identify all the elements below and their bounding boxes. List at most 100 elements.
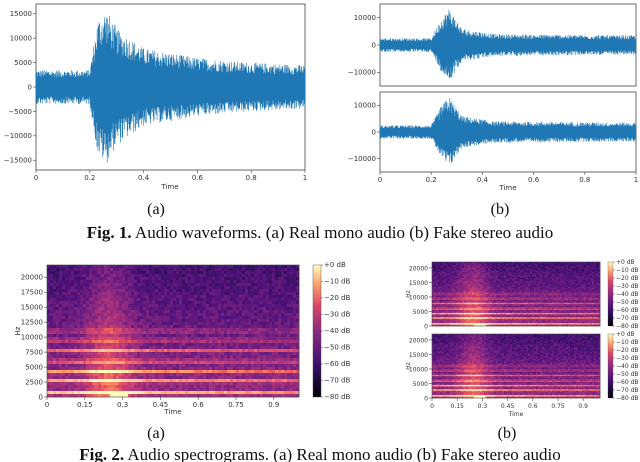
spectrogram-mono-cell	[257, 331, 261, 335]
spectrogram-mono-cell	[50, 328, 54, 332]
spectrogram-mono-cell	[260, 388, 264, 392]
spectrogram-mono-cell	[251, 289, 255, 293]
spectrogram-mono-cell	[257, 292, 261, 296]
spectrogram-mono-cell	[119, 349, 123, 353]
spectrogram-mono-cell	[269, 370, 273, 374]
spectrogram-mono-cell	[134, 355, 138, 359]
spectrogram-mono-cell	[173, 346, 177, 350]
spectrogram-mono-cell	[68, 349, 72, 353]
spectrogram-mono-cell	[260, 367, 264, 371]
spectrogram-mono-cell	[281, 352, 285, 356]
spectrogram-mono-cell	[104, 280, 108, 284]
spectrogram-mono-cell	[194, 277, 198, 281]
spectrogram-stereo-left-cell	[464, 298, 467, 301]
spectrogram-mono-cell	[263, 373, 267, 377]
spectrogram-stereo-left-cell	[462, 272, 465, 274]
spectrogram-stereo-left-cell	[452, 266, 455, 269]
spectrogram-stereo-left-cell	[474, 289, 477, 292]
spectrogram-stereo-left-cell	[446, 304, 449, 306]
spectrogram-mono-cell	[212, 367, 216, 371]
spectrogram-mono-cell	[275, 286, 279, 290]
spectrogram-mono-cell	[248, 346, 252, 350]
spectrogram-mono-cell	[248, 265, 252, 269]
spectrogram-mono-cell	[230, 289, 234, 293]
spectrogram-mono-cell	[242, 271, 246, 275]
spectrogram-stereo-left-cell	[454, 307, 457, 309]
spectrogram-mono-cell	[194, 337, 198, 341]
spectrogram-mono-cell	[62, 379, 66, 383]
spectrogram-mono-cell	[200, 289, 204, 293]
spectrogram-stereo-left-cell	[470, 315, 473, 318]
spectrogram-stereo-left-cell	[438, 273, 441, 276]
spectrogram-mono-cell	[101, 268, 105, 272]
spectrogram-mono-cell	[194, 316, 198, 320]
spectrogram-stereo-left-cell	[472, 312, 475, 315]
spectrogram-mono-cell	[296, 280, 300, 284]
spectrogram-mono-cell	[275, 367, 279, 371]
spectrogram-mono-cell	[95, 298, 99, 302]
spectrogram-mono-cell	[278, 274, 282, 278]
spectrogram-mono-cell	[155, 271, 159, 275]
spectrogram-mono-cell	[293, 292, 297, 296]
spectrogram-stereo-left-cell	[436, 314, 439, 317]
spectrogram-mono-cell	[146, 394, 150, 398]
spectrogram-stereo-left-cell	[442, 273, 445, 276]
spectrogram-mono-cell	[125, 388, 129, 392]
spectrogram-mono-cell	[293, 361, 297, 365]
spectrogram-mono-cell	[74, 286, 78, 290]
spectrogram-mono-cell	[254, 382, 258, 386]
spectrogram-stereo-left-cell	[452, 269, 455, 272]
spectrogram-mono-cell	[191, 337, 195, 341]
spectrogram-mono-cell	[248, 367, 252, 371]
spectrogram-stereo-left-cell	[474, 299, 477, 302]
spectrogram-mono-cell	[257, 307, 261, 311]
spectrogram-mono-cell	[71, 283, 75, 287]
spectrogram-mono-cell	[110, 301, 114, 305]
spectrogram-stereo-left-cell	[472, 263, 475, 266]
spectrogram-stereo-left-cell	[478, 305, 481, 308]
spectrogram-stereo-left-cell	[462, 314, 465, 317]
spectrogram-mono-cell	[185, 271, 189, 275]
spectrogram-mono-cell	[161, 292, 165, 296]
spectrogram-mono-cell	[194, 388, 198, 392]
spectrogram-stereo-left-cell	[450, 263, 453, 266]
spectrogram-mono-cell	[65, 319, 69, 323]
spectrogram-mono-cell	[125, 382, 129, 386]
spectrogram-stereo-left-cell	[452, 276, 455, 279]
spectrogram-stereo-left-cell	[454, 318, 457, 321]
spectrogram-mono-cell	[131, 280, 135, 284]
spectrogram-mono-cell	[206, 334, 210, 338]
spectrogram-mono-cell	[164, 316, 168, 320]
spectrogram-mono-cell	[113, 283, 117, 287]
spectrogram-mono-cell	[146, 355, 150, 359]
spectrogram-stereo-left-cell	[450, 279, 453, 282]
spectrogram-mono-cell	[197, 352, 201, 356]
spectrogram-stereo-left-cell	[454, 280, 457, 283]
spectrogram-mono-cell	[119, 370, 123, 374]
spectrogram-mono-cell	[221, 325, 225, 329]
spectrogram-mono-cell	[173, 337, 177, 341]
spectrogram-mono-cell	[158, 367, 162, 371]
spectrogram-mono-cell	[296, 370, 300, 374]
spectrogram-mono-cell	[170, 364, 174, 368]
spectrogram-mono-cell	[53, 277, 57, 281]
spectrogram-stereo-left-cell	[462, 321, 465, 324]
spectrogram-mono-cell	[278, 385, 282, 389]
spectrogram-stereo-left-cell	[456, 298, 459, 301]
spectrogram-mono-cell	[242, 316, 246, 320]
spectrogram-mono-cell	[110, 346, 114, 350]
spectrogram-mono-cell	[254, 319, 258, 323]
spectrogram-stereo-left-cell	[466, 262, 469, 264]
spectrogram-mono-cell	[176, 283, 180, 287]
spectrogram-mono-cell	[290, 268, 294, 272]
spectrogram-mono-cell	[122, 310, 126, 314]
spectrogram-stereo-left-cell	[440, 312, 443, 315]
spectrogram-mono-cell	[131, 379, 135, 383]
spectrogram-mono-cell	[206, 310, 210, 314]
spectrogram-mono-cell	[50, 394, 54, 398]
spectrogram-mono-cell	[221, 268, 225, 272]
spectrogram-mono-cell	[116, 361, 120, 365]
spectrogram-stereo-left-cell	[464, 301, 467, 304]
spectrogram-mono-cell	[83, 331, 87, 335]
spectrogram-stereo-left-cell	[478, 264, 481, 267]
